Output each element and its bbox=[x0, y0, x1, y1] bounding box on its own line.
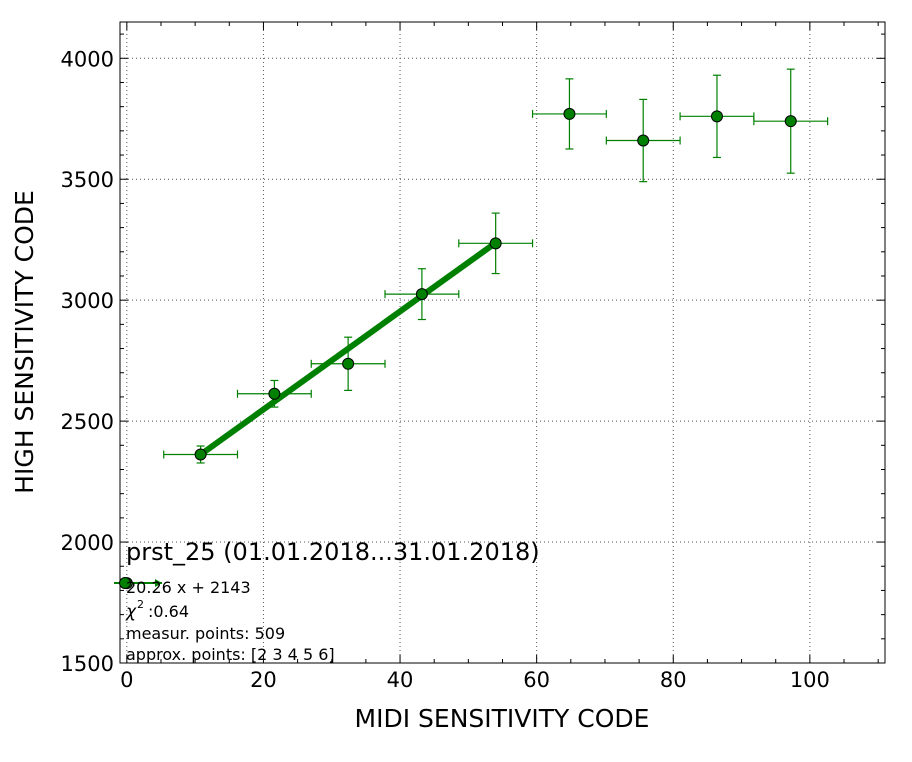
legend-arrow-marker bbox=[155, 579, 162, 587]
data-marker bbox=[268, 387, 281, 400]
x-tick-label: 20 bbox=[250, 668, 277, 692]
data-point bbox=[753, 68, 829, 174]
legend-approx-points: approx. points: [2 3 4 5 6] bbox=[126, 645, 335, 664]
data-marker bbox=[637, 134, 650, 147]
data-marker bbox=[342, 357, 355, 370]
axes: 0 20 40 60 80 100 1500 2000 2500 3000 3500 4000 bbox=[61, 21, 886, 692]
y-axis-label: HIGH SENSITIVITY CODE bbox=[10, 190, 39, 494]
grid bbox=[120, 22, 885, 664]
x-tick-label: 0 bbox=[120, 668, 133, 692]
legend-marker bbox=[119, 577, 131, 589]
data-point bbox=[679, 74, 755, 159]
y-tick-label: 3000 bbox=[61, 289, 114, 313]
data-point bbox=[310, 336, 386, 391]
legend-title: prst_25 (01.01.2018...31.01.2018) bbox=[126, 538, 540, 566]
legend: prst_25 (01.01.2018...31.01.2018) 20.26 … bbox=[114, 538, 540, 664]
x-tick-label: 40 bbox=[387, 668, 414, 692]
data-point bbox=[458, 212, 534, 275]
data-marker bbox=[710, 110, 723, 123]
data-marker bbox=[784, 115, 797, 128]
data-marker bbox=[563, 107, 576, 120]
legend-chi-superscript: 2 bbox=[137, 598, 144, 611]
x-tick-label: 80 bbox=[660, 668, 687, 692]
x-tick-label: 100 bbox=[790, 668, 830, 692]
legend-chi-symbol: χ bbox=[125, 602, 137, 622]
y-tick-label: 2500 bbox=[61, 410, 114, 434]
y-tick-label: 1500 bbox=[61, 652, 114, 676]
x-axis-label: MIDI SENSITIVITY CODE bbox=[355, 704, 650, 733]
y-tick-label: 3500 bbox=[61, 168, 114, 192]
legend-chi-value: :0.64 bbox=[148, 602, 189, 621]
data-point bbox=[384, 268, 460, 321]
data-marker bbox=[415, 288, 428, 301]
x-tick-label: 60 bbox=[523, 668, 550, 692]
y-tick-label: 2000 bbox=[61, 531, 114, 555]
data-point bbox=[531, 78, 607, 150]
data-point bbox=[605, 98, 681, 183]
data-marker bbox=[194, 448, 207, 461]
legend-measured-points: measur. points: 509 bbox=[126, 624, 285, 643]
legend-fit-equation: 20.26 x + 2143 bbox=[126, 578, 251, 597]
y-tick-label: 4000 bbox=[61, 47, 114, 71]
data-marker bbox=[489, 237, 502, 250]
data-point bbox=[236, 379, 312, 408]
data-point bbox=[163, 445, 239, 464]
